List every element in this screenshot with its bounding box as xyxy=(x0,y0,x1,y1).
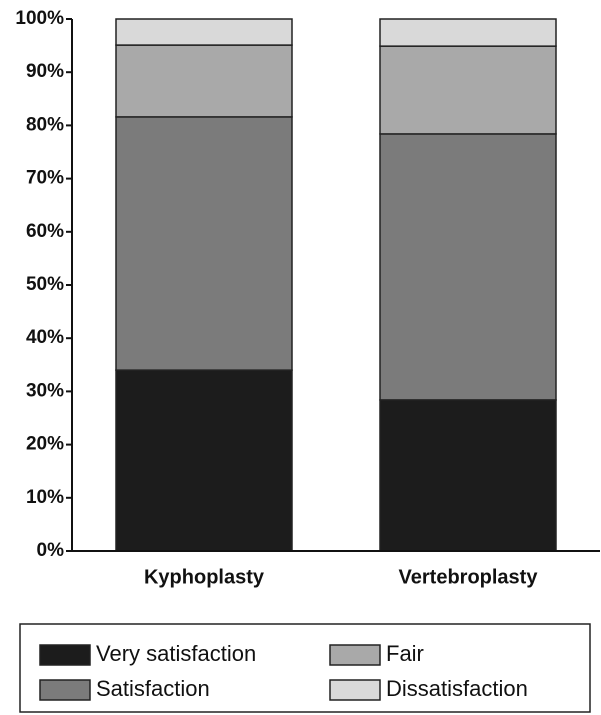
y-tick-label: 40% xyxy=(26,327,64,348)
y-tick-label: 90% xyxy=(26,61,64,82)
bar-segment xyxy=(379,133,557,401)
bar-segment xyxy=(379,18,557,47)
bar-segment xyxy=(115,18,293,46)
legend-label: Dissatisfaction xyxy=(386,676,528,701)
legend-swatch xyxy=(329,644,381,666)
bar-segment xyxy=(115,116,293,371)
legend-swatch xyxy=(39,644,91,666)
x-tick-label: Vertebroplasty xyxy=(399,566,539,588)
y-tick-label: 60% xyxy=(26,221,64,242)
y-tick-label: 70% xyxy=(26,168,64,189)
x-tick-label: Kyphoplasty xyxy=(144,566,265,588)
legend-box xyxy=(19,623,591,713)
bar-segment xyxy=(115,44,293,118)
y-tick-label: 50% xyxy=(26,274,64,295)
legend-label: Fair xyxy=(386,641,424,666)
bar-segment xyxy=(379,45,557,135)
y-tick-label: 30% xyxy=(26,380,64,401)
legend-label: Satisfaction xyxy=(96,676,210,701)
legend-label: Very satisfaction xyxy=(96,641,256,666)
y-tick-label: 100% xyxy=(15,8,64,29)
y-tick-label: 80% xyxy=(26,114,64,135)
y-tick-label: 0% xyxy=(37,540,65,561)
legend-swatch xyxy=(329,679,381,701)
bar-segment xyxy=(379,399,557,552)
y-tick-label: 10% xyxy=(26,487,64,508)
y-tick-label: 20% xyxy=(26,434,64,455)
bar-segment xyxy=(115,369,293,552)
legend-swatch xyxy=(39,679,91,701)
